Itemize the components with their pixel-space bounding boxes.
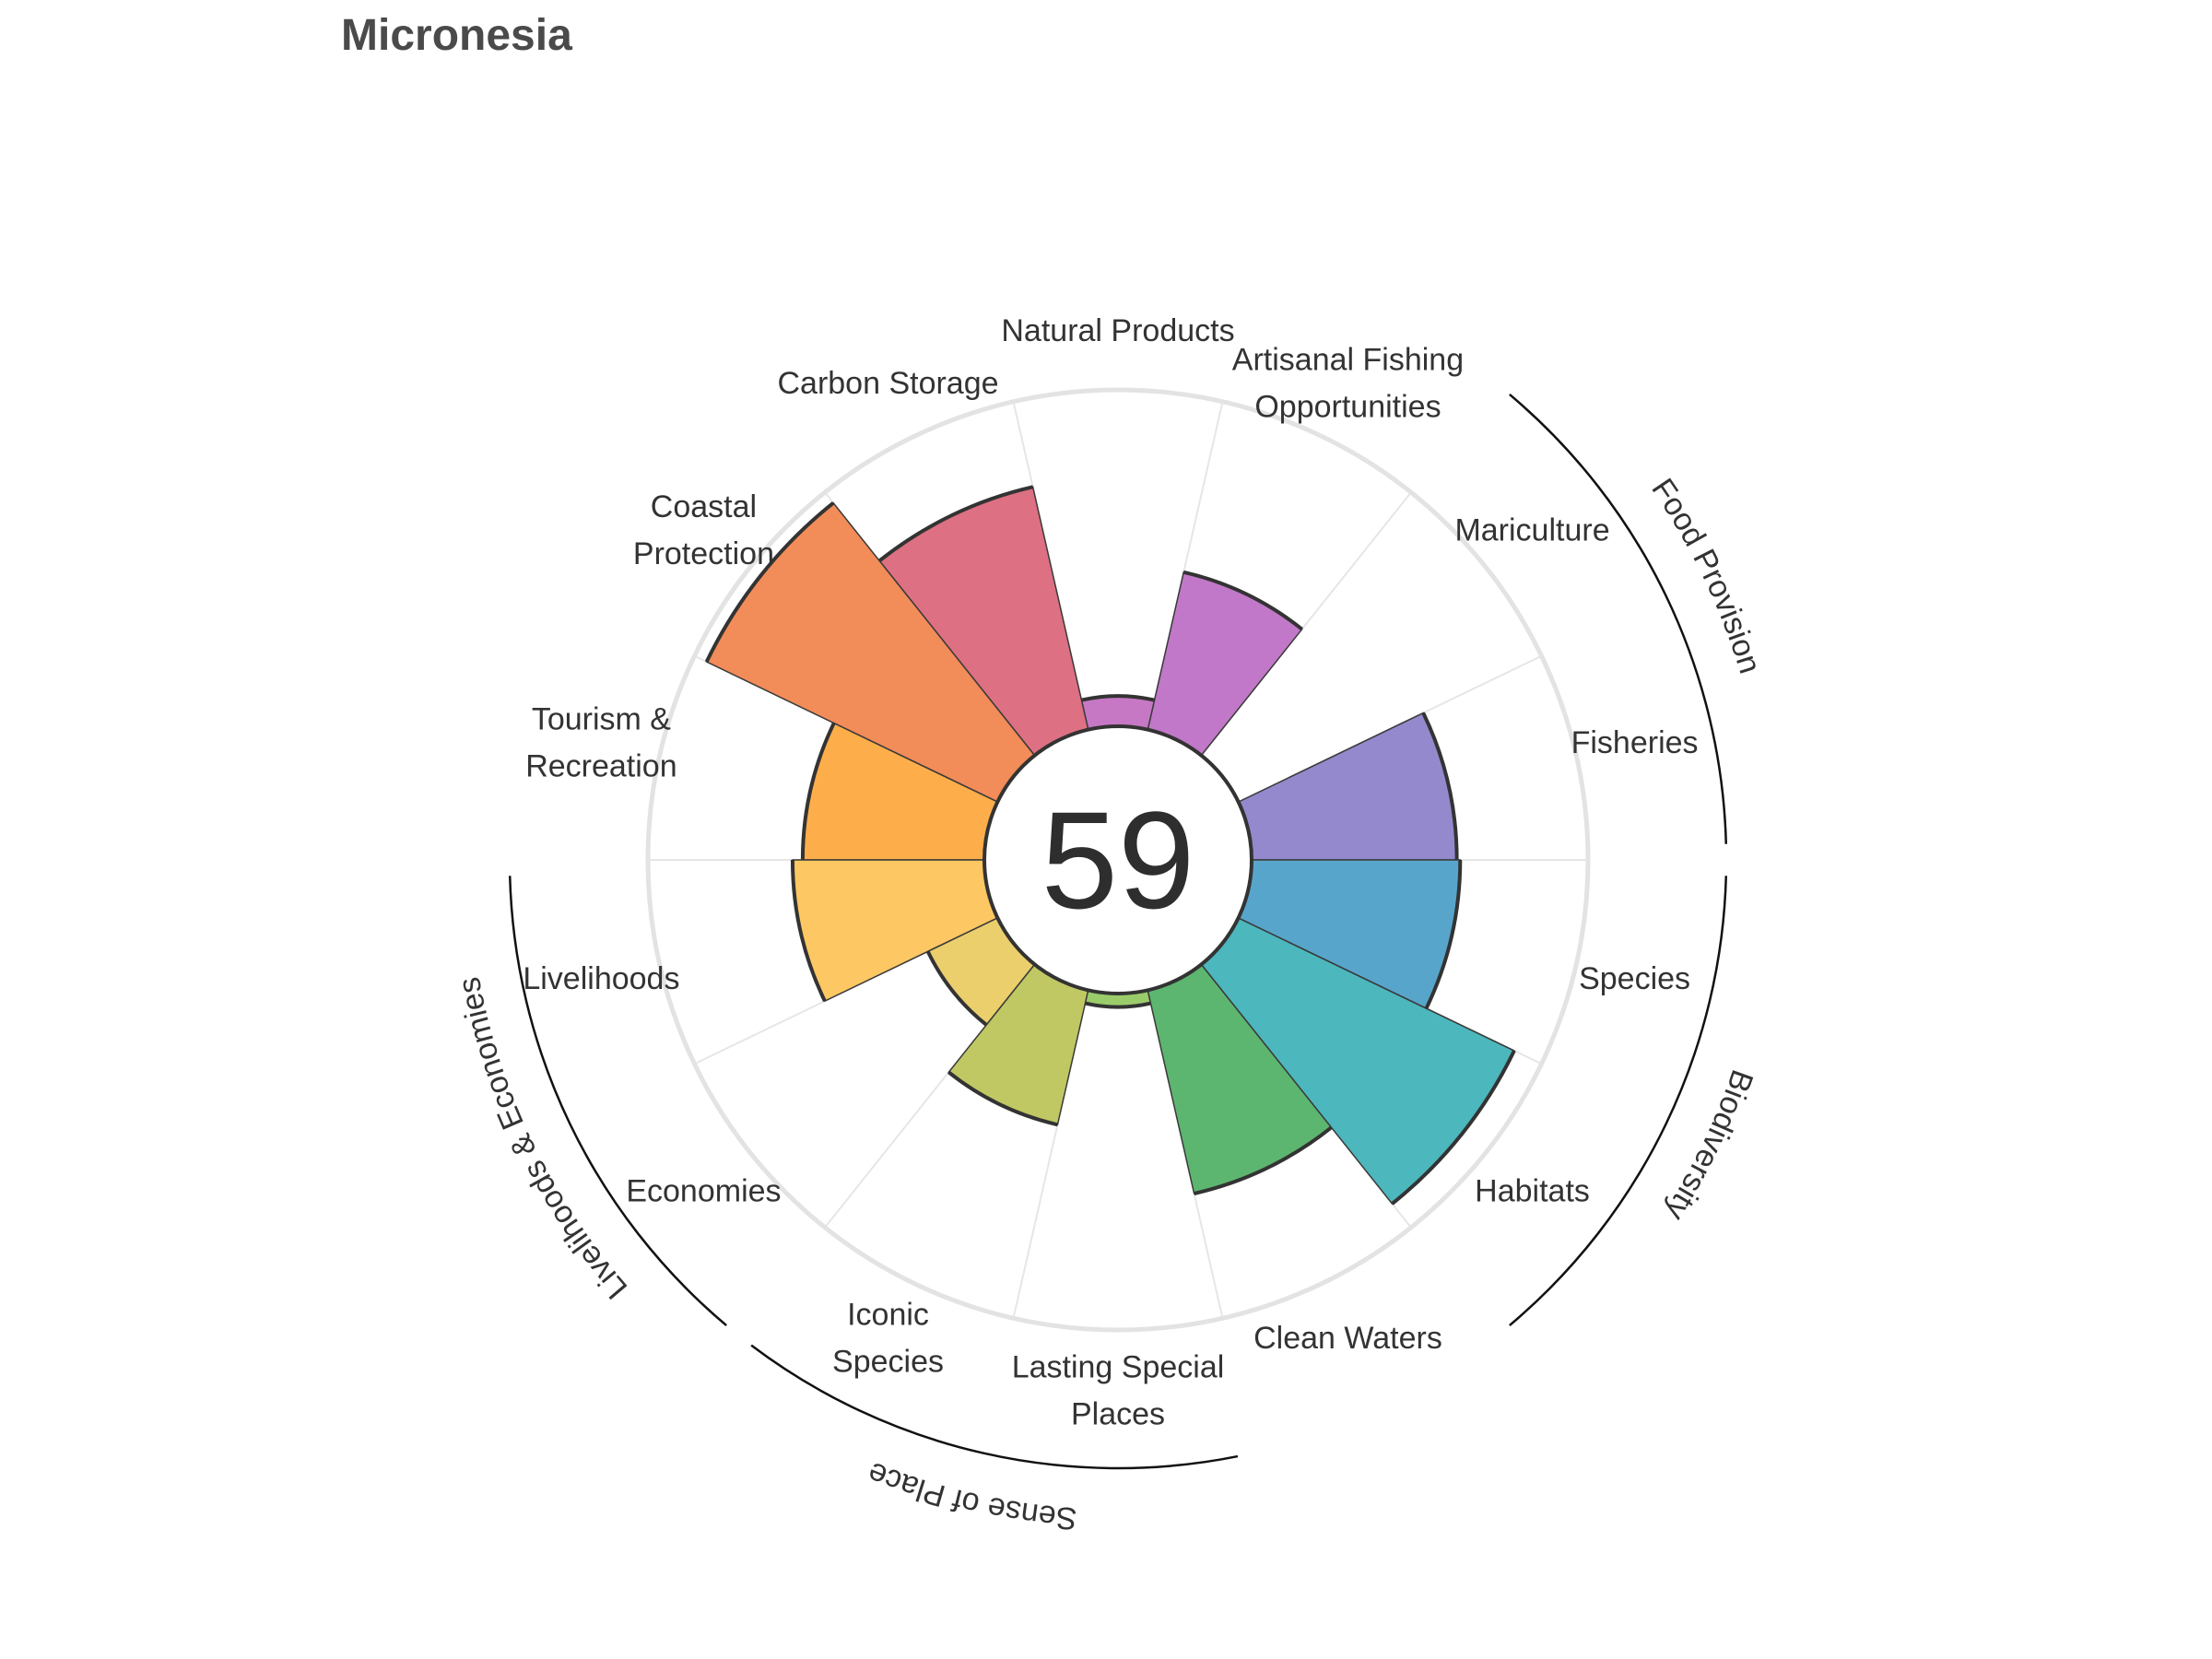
group-label-text: Food Provision <box>1644 472 1767 677</box>
center-layer: 59 <box>982 724 1253 995</box>
goal-label-line: Tourism & <box>532 702 671 737</box>
petal-outline <box>800 722 836 861</box>
goal-label-line: Artisanal Fishing <box>1232 342 1464 377</box>
goal-label-line: Natural Products <box>1001 313 1234 348</box>
goal-label: Artisanal Fishing Opportunities <box>1232 342 1464 424</box>
group-label-text: Livelihoods & Economies <box>452 974 635 1305</box>
petal-outline <box>790 859 827 1003</box>
group-label: Sense of Place <box>863 1455 1078 1536</box>
grid-outer-ring <box>645 387 1591 1333</box>
petal <box>1237 712 1458 861</box>
goal-label: Fisheries <box>1571 725 1699 760</box>
center-score: 59 <box>1041 782 1195 937</box>
goal-label: Clean Waters <box>1253 1321 1442 1356</box>
petal-outline <box>1421 712 1459 861</box>
petal <box>1147 571 1303 757</box>
goal-label-line: Species <box>1579 961 1690 996</box>
group-label-text: Sense of Place <box>863 1455 1078 1536</box>
petal-outline <box>947 1070 1058 1127</box>
group-label-text: Biodiversity <box>1658 1065 1759 1227</box>
goal-label-line: Species <box>832 1345 944 1380</box>
goal-label-line: Lasting Special <box>1012 1350 1225 1385</box>
petal-outline <box>704 501 835 663</box>
goal-label-line: Clean Waters <box>1253 1321 1442 1356</box>
goal-label-line: Economies <box>626 1174 781 1209</box>
group-arc <box>1509 876 1728 1327</box>
goal-label-line: Iconic <box>847 1298 929 1333</box>
goal-label-line: Opportunities <box>1254 389 1441 424</box>
group-label: Biodiversity <box>1658 1065 1759 1227</box>
goal-label-line: Mariculture <box>1454 512 1609 547</box>
goal-label-line: Places <box>1071 1397 1165 1432</box>
petal-outline <box>1424 859 1463 1009</box>
group-label: Livelihoods & Economies <box>452 974 635 1305</box>
petal-outline <box>1182 570 1303 631</box>
goal-label: Coastal Protection <box>633 489 774 571</box>
goal-label-line: Habitats <box>1475 1174 1590 1209</box>
petal-outline <box>925 950 988 1027</box>
goal-label: Economies <box>626 1174 781 1209</box>
goal-label: Species <box>1579 961 1690 996</box>
petal-outline <box>1391 1050 1516 1206</box>
goal-label: Tourism & Recreation <box>525 702 677 784</box>
goal-label: Iconic Species <box>832 1298 944 1380</box>
center-circle <box>982 724 1253 995</box>
goal-label: Mariculture <box>1454 512 1609 547</box>
petal-outline <box>1080 694 1156 702</box>
petal-outline <box>1194 1125 1333 1195</box>
goal-label-line: Recreation <box>525 749 677 784</box>
group-arc <box>508 876 727 1327</box>
chart-title: Micronesia <box>341 11 572 60</box>
goal-label: Carbon Storage <box>777 366 998 401</box>
petal-outline <box>877 485 1034 563</box>
group-arc <box>1509 393 1728 844</box>
petal-outline <box>1085 1001 1151 1009</box>
goal-label-line: Coastal <box>651 489 757 524</box>
goal-label-line: Fisheries <box>1571 725 1699 760</box>
goal-label: Natural Products <box>1001 313 1234 348</box>
goal-label: Livelihoods <box>523 961 679 996</box>
group-label: Food Provision <box>1644 472 1767 677</box>
label-layer: Fisheries Mariculture Artisanal Fishing Opp… <box>523 313 1698 1432</box>
goal-label: Lasting Special Places <box>1012 1350 1225 1432</box>
goal-label-line: Protection <box>633 536 774 571</box>
group-arc <box>750 1344 1239 1470</box>
goal-label-line: Livelihoods <box>523 961 679 996</box>
goal-label-line: Carbon Storage <box>777 366 998 401</box>
goal-label: Habitats <box>1475 1174 1590 1209</box>
